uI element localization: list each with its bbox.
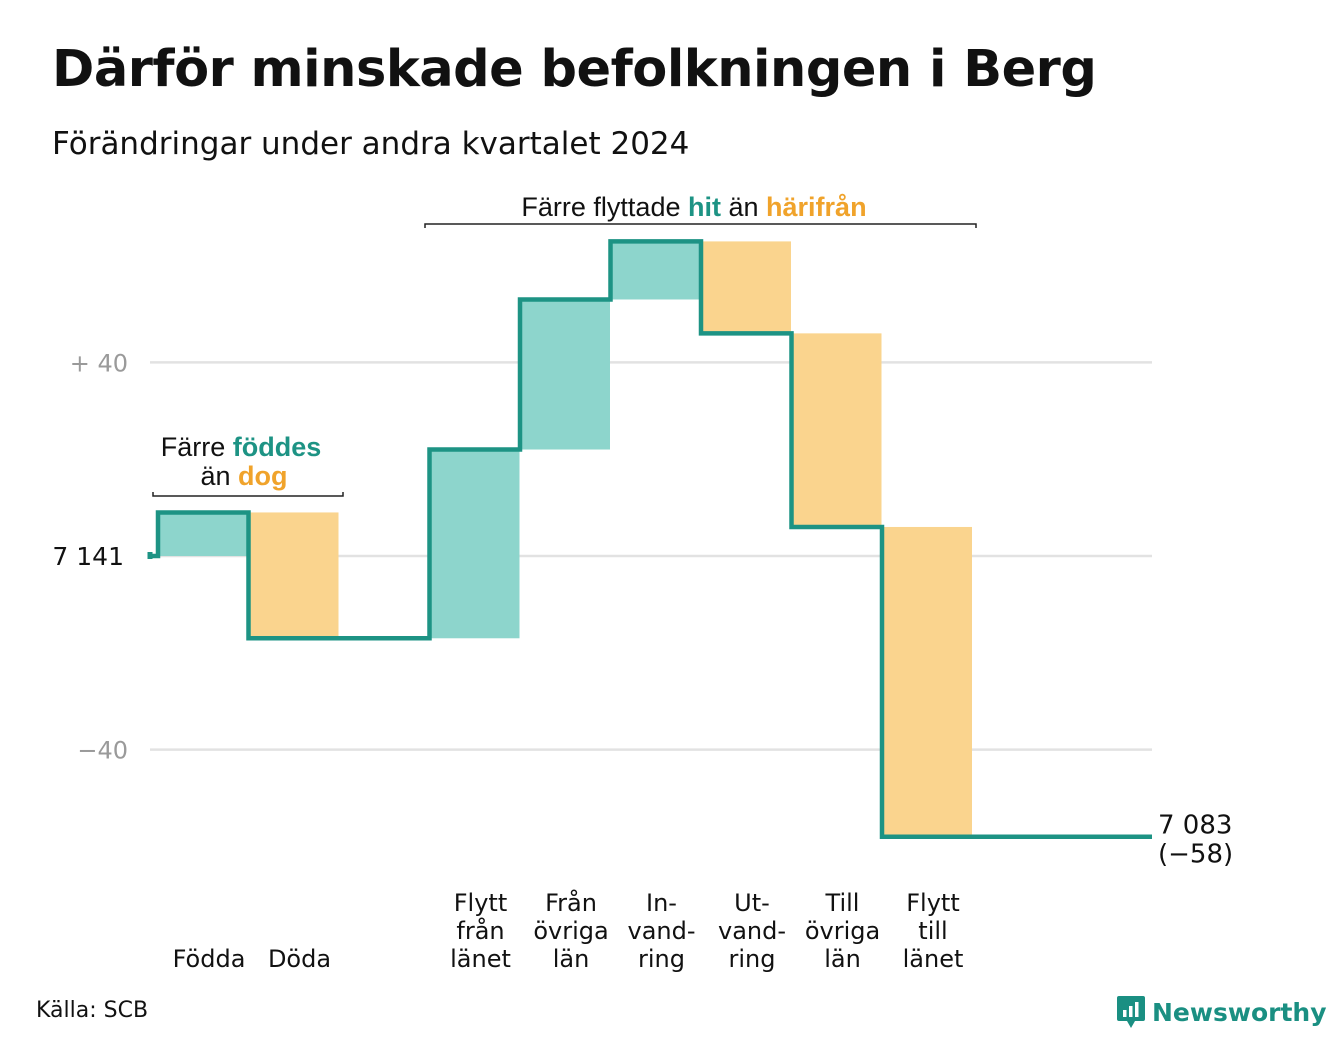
waterfall-bar xyxy=(520,299,610,450)
y-tick-label: + 40 xyxy=(70,349,128,377)
category-label: Döda xyxy=(268,945,331,973)
annotation-migration: Färre flyttade hit än härifrån xyxy=(521,192,866,222)
waterfall-bar xyxy=(248,512,339,639)
annotation-births-line2: än dog xyxy=(200,461,287,491)
brand-name: Newsworthy xyxy=(1152,997,1327,1027)
category-label: Från övriga län xyxy=(533,888,608,973)
waterfall-bar xyxy=(610,241,701,300)
category-label: Till övriga län xyxy=(805,889,880,973)
step-line xyxy=(150,239,1152,839)
start-value-label: 7 141 xyxy=(52,542,124,571)
step-line-layer xyxy=(147,239,1152,839)
waterfall-bar xyxy=(791,333,882,527)
waterfall-bar xyxy=(882,526,972,837)
newsworthy-logo-icon xyxy=(1117,996,1145,1028)
annotation-births-line1: Färre föddes xyxy=(161,432,322,462)
bar-layer xyxy=(158,241,972,837)
chart-subtitle: Förändringar under andra kvartalet 2024 xyxy=(52,126,690,162)
brand-logo: Newsworthy xyxy=(1116,993,1327,1031)
annotation-births-bracket xyxy=(152,492,344,497)
source-note: Källa: SCB xyxy=(36,998,149,1023)
label-layer: + 40 7 141 −40 Födda Döda Flytt från länet Från ö… xyxy=(52,349,1233,973)
category-label: Flytt från länet xyxy=(450,889,511,973)
waterfall-bar xyxy=(158,512,248,556)
chart-title: Därför minskade befolkningen i Berg xyxy=(52,40,1097,99)
annotation-migration-bracket xyxy=(424,223,977,228)
category-label: Födda xyxy=(173,945,246,973)
category-label: Ut-vand-ring xyxy=(718,889,786,973)
category-label: Flytt till länet xyxy=(903,889,964,973)
y-tick-label: −40 xyxy=(77,737,128,765)
end-change-label: (−58) xyxy=(1158,840,1233,870)
category-label: In-vand-ring xyxy=(627,889,695,973)
end-value-label: 7 083 xyxy=(1158,811,1232,841)
waterfall-bar xyxy=(701,241,791,334)
waterfall-bar xyxy=(429,449,520,639)
